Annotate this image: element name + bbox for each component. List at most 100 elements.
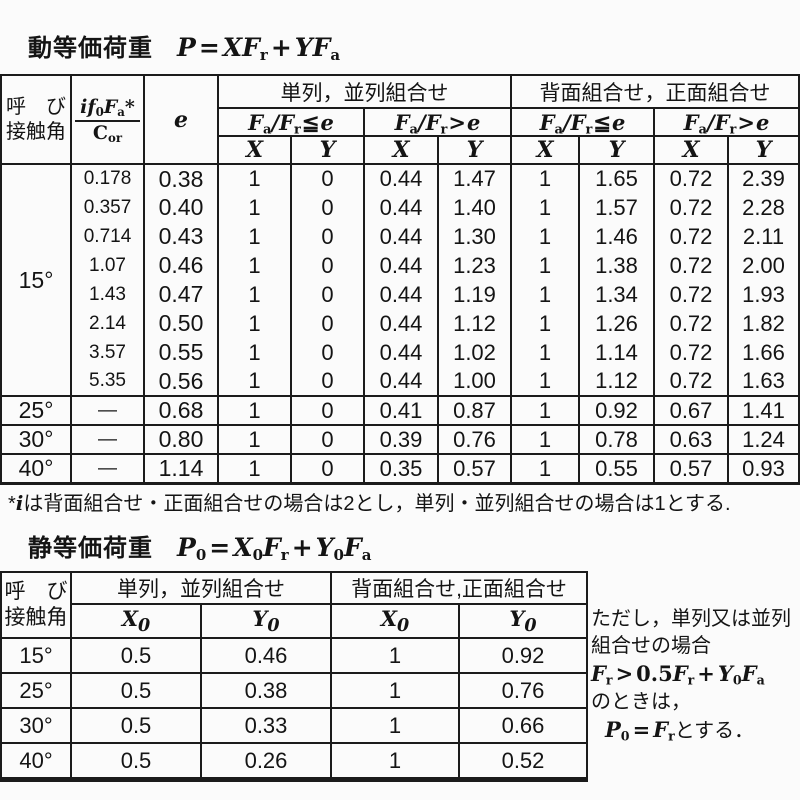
factor-value-cell: 1 [510,251,580,280]
factor-value-cell: 0 [290,193,365,222]
factor-value-cell: 1.38 [578,251,655,280]
factor-value-cell: 1 [217,395,292,426]
factor-value-cell: 0.44 [363,367,439,397]
table-row: 30° 0.5 0.33 1 0.66 [0,707,588,744]
corner-line1: 呼 び [6,95,66,118]
factor-value-cell: 1 [217,222,292,251]
factor-value-cell: 1.24 [727,424,800,455]
table-footnote: *iは背面組合せ・正面組合せの場合は2とし，単列・並列組合せの場合は1とする. [8,487,731,516]
contact-angle-cell: 25° [0,395,72,426]
factor-value-cell: 0 [290,424,365,455]
table-row: 25° 0.5 0.38 1 0.76 [0,672,588,709]
factor-value-cell: 0.72 [653,367,729,397]
factor-value-cell: 0.57 [437,453,512,485]
contact-angle-cell: 40° [0,742,72,782]
table-row: 15° 0.5 0.46 1 0.92 [0,637,588,674]
e-value-cell: 0.40 [143,193,219,222]
corner-line2: 接触角 [4,606,68,629]
factor-value-cell: 1.26 [578,309,655,338]
contact-angle-cell: 30° [0,424,72,455]
x-header: X [653,135,729,165]
condition-gt-header: Fa/Fr>e [363,107,512,137]
factor-value-cell: 1 [510,424,580,455]
dynamic-load-formula: P = XFr + YFa [177,33,341,65]
table-row: 30° —0.80 1 0 0.39 0.76 1 0.78 0.63 1.24 [0,424,800,455]
footnote-text: は背面組合せ・正面組合せの場合は2とし，単列・並列組合せの場合は1とする. [23,493,731,515]
factor-value-cell: 0.44 [363,251,439,280]
factor-value-cell: 0 [290,453,365,485]
side-note-line1: ただし，単列又は並列 [591,608,791,630]
factor-value-cell: 1.30 [437,222,512,251]
factor-value-cell: 1 [510,222,580,251]
factor-value-cell: 0.76 [437,424,512,455]
factor-value-cell: 0.44 [363,280,439,309]
factor-value-cell: 1.34 [578,280,655,309]
factor-value-cell: 1 [217,280,292,309]
condition-gt-header: Fa/Fr>e [653,107,800,137]
factor-value-cell: 0.5 [70,742,202,782]
side-note-formula: Fr >0.5Fr + Y0Fa [591,661,765,688]
factor-value-cell: 0.63 [653,424,729,455]
factor-value-cell: 0.38 [200,672,332,709]
table-row: 3.57 0.55 1 0 0.44 1.02 1 1.14 0.72 1.66 [1,338,800,367]
factor-value-cell: 0.72 [653,163,729,193]
table-row: 40° —1.14 1 0 0.35 0.57 1 0.55 0.57 0.93 [0,453,800,485]
factor-value-cell: 1 [217,309,292,338]
x0y0-header-row: X0 Y0 X0 Y0 [1,603,588,639]
table-row: 1.07 0.46 1 0 0.44 1.23 1 1.38 0.72 2.00 [1,251,800,280]
contact-angle-cell: 25° [0,672,72,709]
footnote-variable-i: i [15,491,24,515]
group-header-row: 呼 び 接触角 if0Fa* Cor e 単列，並列組合せ 背面組合せ，正面組合… [0,74,800,165]
group-header-row: 呼 び 接触角 単列，並列組合せ 背面組合せ,正面組合せ [0,571,588,639]
factor-value-cell: 1 [217,251,292,280]
factor-value-cell: 0.72 [653,280,729,309]
back-face-group-header: 背面組合せ,正面組合せ [330,571,588,605]
fraction-denominator: Cor [92,121,123,145]
x-header: X [510,135,580,165]
load-ratio-cell: 1.43 [70,280,145,309]
factor-value-cell: 0 [290,280,365,309]
factor-value-cell: 1 [217,424,292,455]
factor-value-cell: 1 [510,163,580,193]
factor-value-cell: 1 [330,707,460,744]
factor-value-cell: 1.40 [437,193,512,222]
e-value-cell: 0.68 [143,395,219,426]
factor-value-cell: 1.41 [727,395,800,426]
factor-value-cell: 1 [510,193,580,222]
factor-value-cell: 0.5 [70,637,202,674]
factor-value-cell: 0.72 [653,222,729,251]
factor-value-cell: 2.00 [727,251,800,280]
side-note-result: P0 = Frとする． [605,717,755,744]
corner-line1: 呼 び [4,579,68,603]
e-value-cell: 0.38 [143,163,219,193]
factor-value-cell: 1.14 [578,338,655,367]
load-ratio-cell: 5.35 [70,367,145,397]
factor-value-cell: 0 [290,163,365,193]
contact-angle-header: 呼 び 接触角 [0,74,72,165]
factor-value-cell: 0.87 [437,395,512,426]
x-header: X [363,135,439,165]
factor-value-cell: 1 [217,367,292,397]
e-value-cell: 0.55 [143,338,219,367]
factor-value-cell: 1 [510,453,580,485]
dynamic-load-table: 呼 び 接触角 if0Fa* Cor e 単列，並列組合せ 背面組合せ，正面組合… [0,74,800,485]
factor-value-cell: 0.35 [363,453,439,485]
dynamic-table-body: 15° 0.178 0.38 1 0 0.44 1.47 1 1.65 0.72 2.39 0.357… [0,163,800,485]
factor-value-cell: 1.47 [437,163,512,193]
load-ratio-cell: 0.178 [70,163,145,193]
factor-value-cell: 1.82 [727,309,800,338]
factor-value-cell: 0.26 [200,742,332,782]
factor-value-cell: 0.44 [363,193,439,222]
factor-value-cell: 0.57 [653,453,729,485]
factor-value-cell: 0.55 [578,453,655,485]
factor-value-cell: 1.23 [437,251,512,280]
factor-value-cell: 0 [290,338,365,367]
table-row: 25° —0.68 1 0 0.41 0.87 1 0.92 0.67 1.41 [0,395,800,426]
factor-value-cell: 0.46 [200,637,332,674]
factor-value-cell: 0 [290,251,365,280]
factor-value-cell: 0.67 [653,395,729,426]
dynamic-load-title-row: 動等価荷重 P = XFr + YFa [28,28,340,63]
factor-value-cell: 0.72 [653,193,729,222]
e-value-cell: 0.46 [143,251,219,280]
